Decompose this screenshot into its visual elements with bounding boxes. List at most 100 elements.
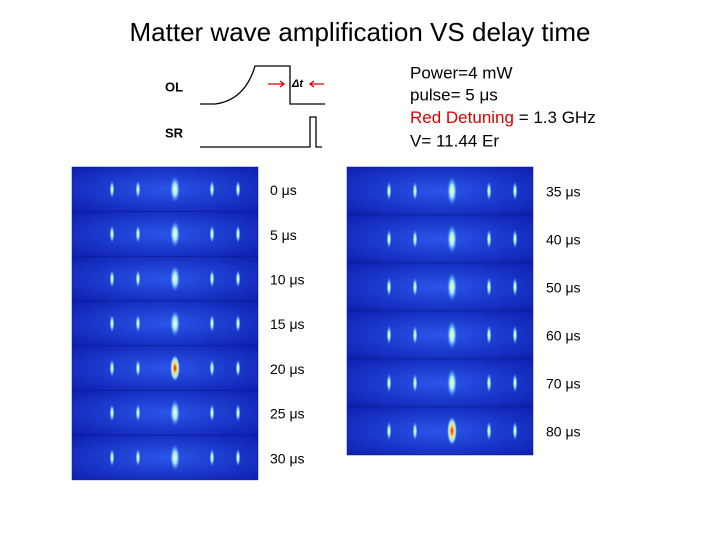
side-peak xyxy=(135,359,141,378)
depth: V= 11.44 Er xyxy=(410,131,499,150)
image-row xyxy=(71,211,259,257)
side-peak xyxy=(486,325,492,345)
arrow-right xyxy=(268,80,286,88)
side-peak xyxy=(235,403,241,422)
side-peak xyxy=(386,373,392,393)
side-peak xyxy=(135,403,141,422)
central-peak xyxy=(170,444,180,471)
side-peak xyxy=(386,181,392,201)
image-row xyxy=(346,166,534,216)
side-peak xyxy=(135,314,141,333)
central-peak xyxy=(170,399,180,427)
central-peak xyxy=(447,176,457,206)
side-peak xyxy=(412,373,418,393)
delay-label: 20 μs xyxy=(270,361,305,377)
side-peak xyxy=(209,448,215,467)
side-peak xyxy=(486,421,492,441)
image-row xyxy=(346,262,534,312)
side-peak xyxy=(412,181,418,201)
central-peak xyxy=(447,368,457,398)
side-peak xyxy=(109,314,115,333)
central-peak xyxy=(170,310,180,337)
side-peak xyxy=(135,269,141,288)
sr-label: SR xyxy=(165,125,184,140)
delay-label: 25 μs xyxy=(270,406,305,422)
image-row xyxy=(346,214,534,264)
side-peak xyxy=(486,181,492,201)
side-peak xyxy=(512,229,518,249)
side-peak xyxy=(235,180,241,199)
delay-label: 60 μs xyxy=(546,328,581,344)
detuning-value: = 1.3 GHz xyxy=(514,108,596,127)
delay-label: 35 μs xyxy=(546,184,581,200)
delta-label: Δt xyxy=(291,78,304,90)
side-peak xyxy=(512,373,518,393)
central-peak xyxy=(447,224,457,254)
central-peak xyxy=(170,265,180,293)
side-peak xyxy=(135,180,141,199)
side-peak xyxy=(486,277,492,297)
central-peak xyxy=(447,320,457,350)
central-peak xyxy=(170,175,180,203)
central-peak xyxy=(170,354,180,382)
delay-label: 70 μs xyxy=(546,376,581,392)
side-peak xyxy=(386,229,392,249)
ol-trace xyxy=(200,65,325,105)
side-peak xyxy=(386,421,392,441)
image-row xyxy=(346,310,534,360)
timing-diagram: OL SR Δt xyxy=(165,65,325,148)
side-peak xyxy=(209,180,215,199)
side-peak xyxy=(109,180,115,199)
delay-label: 5 μs xyxy=(270,227,297,243)
side-peak xyxy=(386,277,392,297)
image-row xyxy=(71,390,259,436)
side-peak xyxy=(412,325,418,345)
side-peak xyxy=(235,269,241,288)
image-row xyxy=(71,166,259,212)
ol-label: OL xyxy=(165,79,183,94)
side-peak xyxy=(109,403,115,422)
power: Power=4 mW xyxy=(410,63,513,82)
detuning: Red Detuning = 1.3 GHz xyxy=(410,108,596,127)
title: Matter wave amplification VS delay time xyxy=(130,17,591,47)
side-peak xyxy=(209,403,215,422)
side-peak xyxy=(109,359,115,378)
delay-label: 30 μs xyxy=(270,450,305,466)
sr-trace xyxy=(200,116,322,148)
image-row xyxy=(71,256,259,302)
side-peak xyxy=(512,277,518,297)
image-row xyxy=(346,406,534,456)
side-peak xyxy=(209,314,215,333)
image-row xyxy=(71,345,259,391)
delay-label: 40 μs xyxy=(546,232,581,248)
side-peak xyxy=(486,373,492,393)
pulse: pulse= 5 μs xyxy=(410,85,498,104)
central-peak xyxy=(170,220,180,248)
side-peak xyxy=(209,225,215,243)
side-peak xyxy=(412,229,418,249)
arrow-left xyxy=(308,80,324,88)
image-row xyxy=(71,434,259,481)
side-peak xyxy=(209,359,215,378)
side-peak xyxy=(135,225,141,243)
delay-label: 0 μs xyxy=(270,182,297,198)
side-peak xyxy=(209,269,215,288)
side-peak xyxy=(235,225,241,243)
delay-label: 10 μs xyxy=(270,271,305,287)
side-peak xyxy=(386,325,392,345)
delay-label: 50 μs xyxy=(546,280,581,296)
side-peak xyxy=(412,421,418,441)
side-peak xyxy=(109,269,115,288)
delay-label: 15 μs xyxy=(270,316,305,332)
side-peak xyxy=(235,314,241,333)
parameters: Power=4 mW pulse= 5 μs Red Detuning = 1.… xyxy=(410,63,596,150)
central-peak xyxy=(447,416,457,446)
delay-label: 80 μs xyxy=(546,424,581,440)
side-peak xyxy=(512,325,518,345)
side-peak xyxy=(235,448,241,467)
image-row xyxy=(346,358,534,408)
side-peak xyxy=(109,225,115,243)
side-peak xyxy=(135,448,141,467)
central-peak xyxy=(447,272,457,302)
